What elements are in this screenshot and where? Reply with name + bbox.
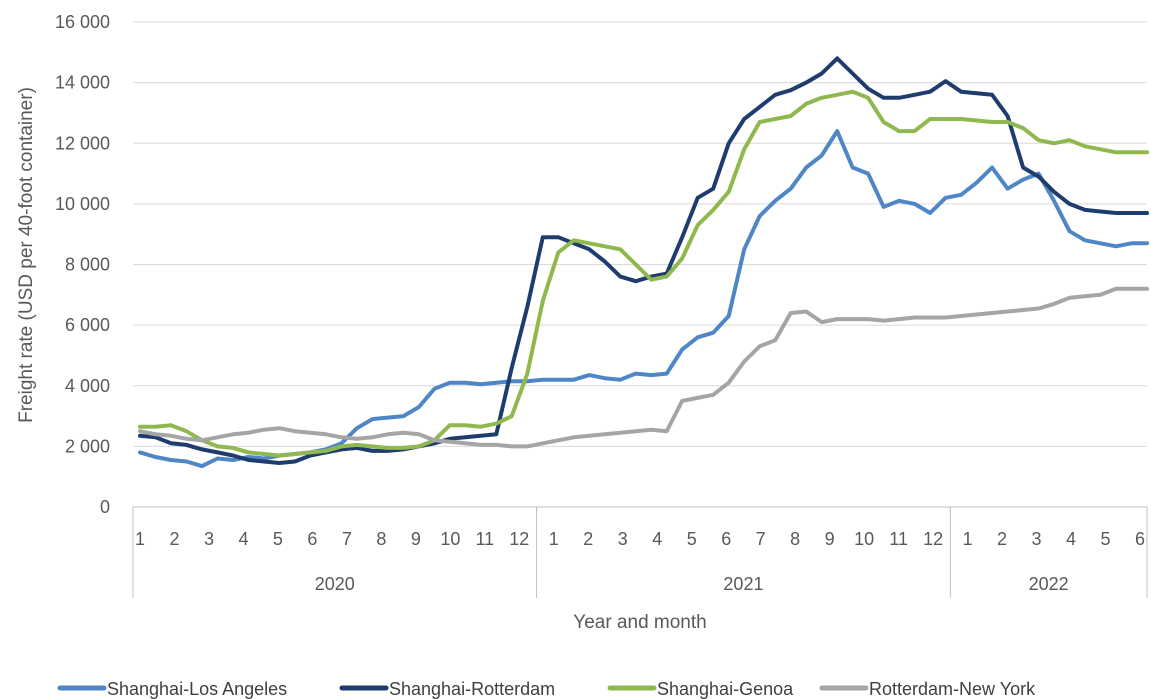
x-tick-label: 5 <box>687 529 697 549</box>
x-tick-label: 3 <box>204 529 214 549</box>
x-tick-label: 7 <box>342 529 352 549</box>
x-year-label: 2021 <box>723 574 763 594</box>
legend-label: Shanghai-Genoa <box>657 679 794 699</box>
x-tick-label: 2 <box>169 529 179 549</box>
x-tick-label: 4 <box>1066 529 1076 549</box>
x-tick-label: 9 <box>825 529 835 549</box>
y-tick-label: 14 000 <box>55 73 110 93</box>
x-tick-label: 1 <box>963 529 973 549</box>
x-tick-label: 10 <box>854 529 874 549</box>
legend-label: Shanghai-Los Angeles <box>107 679 287 699</box>
y-tick-label: 8 000 <box>65 255 110 275</box>
x-tick-label: 2 <box>583 529 593 549</box>
series-line-1 <box>138 129 1149 469</box>
y-tick-label: 16 000 <box>55 12 110 32</box>
x-tick-label: 1 <box>135 529 145 549</box>
x-tick-label: 9 <box>411 529 421 549</box>
x-tick-label: 12 <box>509 529 529 549</box>
x-tick-label: 11 <box>475 529 494 549</box>
x-tick-label: 3 <box>618 529 628 549</box>
y-tick-label: 12 000 <box>55 133 110 153</box>
x-tick-label: 1 <box>549 529 559 549</box>
series-lines <box>138 56 1149 469</box>
y-axis-ticks: 0 2 000 4 000 6 000 8 000 10 000 12 000 14 000 1… <box>55 12 110 517</box>
x-tick-label: 8 <box>376 529 386 549</box>
x-year-label: 2022 <box>1029 574 1069 594</box>
x-tick-label: 3 <box>1032 529 1042 549</box>
legend-label: Rotterdam-New York <box>869 679 1036 699</box>
x-tick-label: 11 <box>889 529 908 549</box>
x-tick-label: 5 <box>1101 529 1111 549</box>
series-line-4 <box>138 286 1149 449</box>
series-line-3 <box>138 89 1149 458</box>
x-tick-label: 12 <box>923 529 943 549</box>
y-tick-label: 2 000 <box>65 436 110 456</box>
x-tick-label: 6 <box>721 529 731 549</box>
y-tick-label: 10 000 <box>55 194 110 214</box>
x-axis-title: Year and month <box>573 612 706 633</box>
x-year-label: 2020 <box>315 574 355 594</box>
x-tick-label: 4 <box>652 529 662 549</box>
y-axis-title: Freight rate (USD per 40-foot container) <box>16 87 37 423</box>
legend: Shanghai-Los Angeles Shanghai-Rotterdam Sh… <box>57 679 1036 699</box>
x-tick-label: 5 <box>273 529 283 549</box>
legend-label: Shanghai-Rotterdam <box>389 679 555 699</box>
gridlines <box>133 21 1147 508</box>
y-tick-label: 4 000 <box>65 376 110 396</box>
x-tick-label: 2 <box>997 529 1007 549</box>
x-tick-label: 6 <box>1135 529 1145 549</box>
y-tick-label: 6 000 <box>65 315 110 335</box>
y-tick-label: 0 <box>100 497 110 517</box>
x-tick-label: 10 <box>440 529 460 549</box>
x-tick-label: 7 <box>756 529 766 549</box>
x-tick-label: 6 <box>307 529 317 549</box>
series-line-2 <box>138 56 1149 465</box>
x-tick-label: 8 <box>790 529 800 549</box>
x-tick-label: 4 <box>238 529 248 549</box>
